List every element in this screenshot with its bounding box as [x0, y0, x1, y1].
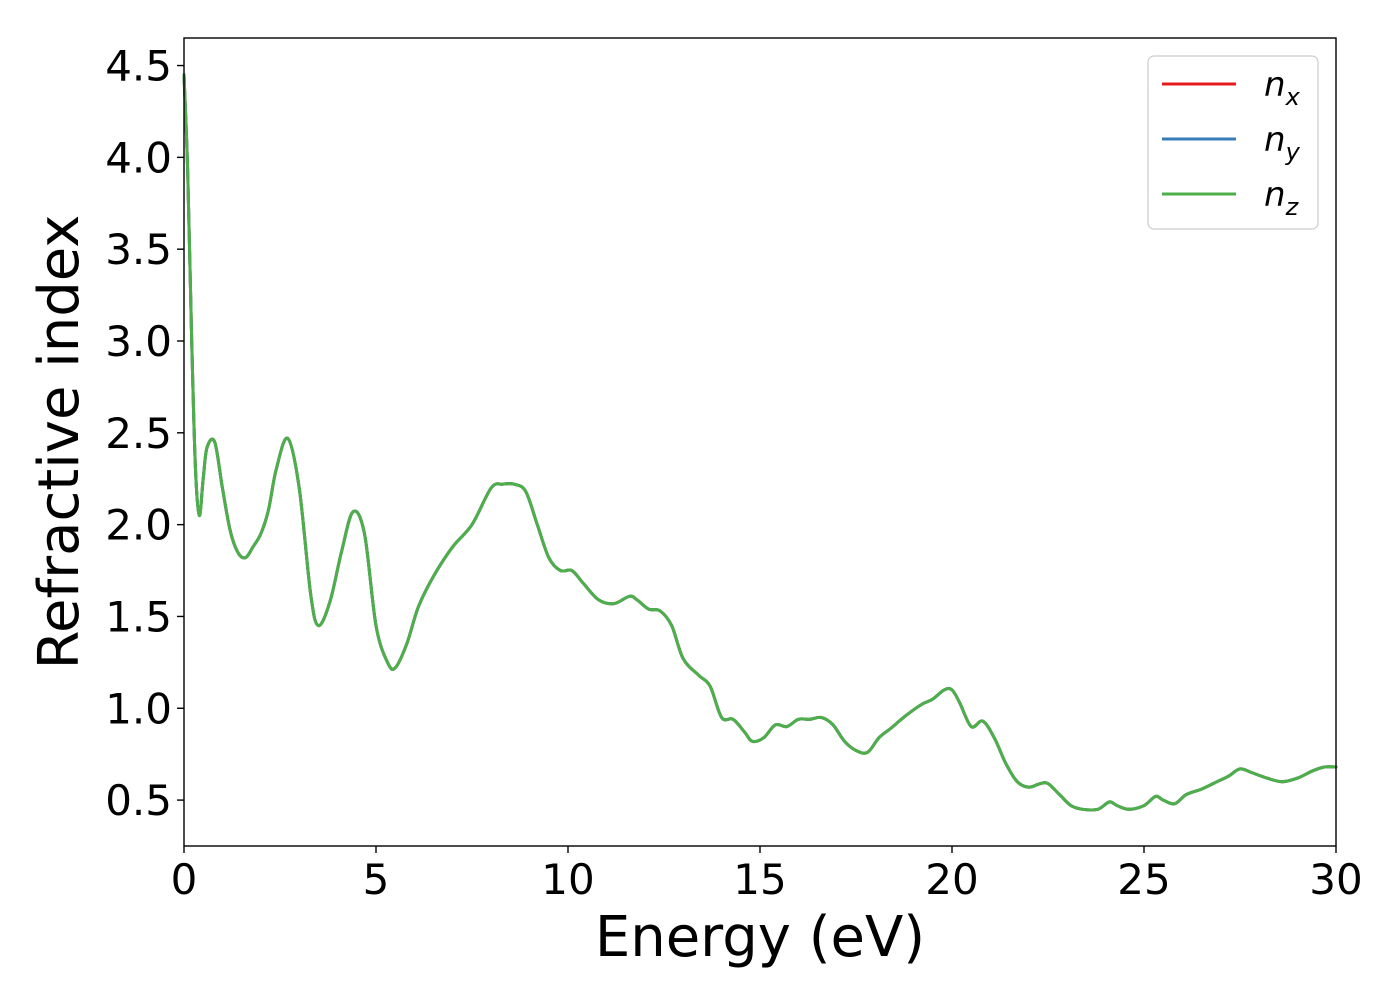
legend-box — [1147, 55, 1319, 230]
y-axis-ticks: 0.5 1.0 1.5 2.0 2.5 3.0 3.5 4.0 4.5 — [105, 42, 184, 825]
x-tick-label: 0 — [171, 855, 198, 904]
legend-label-n-y: ny — [1264, 120, 1301, 166]
legend-label-n-x: nx — [1264, 65, 1301, 111]
y-axis-title: Refractive index — [27, 215, 92, 670]
y-tick-label: 3.5 — [105, 225, 172, 274]
x-tick-label: 10 — [541, 855, 594, 904]
legend-label-n-z: nz — [1264, 175, 1300, 221]
y-tick-label: 1.5 — [105, 592, 172, 641]
x-axis-title: Energy (eV) — [595, 905, 925, 970]
series-line-n-z — [182, 73, 1338, 812]
series-layer — [182, 73, 1338, 812]
y-tick-label: 0.5 — [105, 776, 172, 825]
y-tick-label: 2.0 — [105, 501, 172, 550]
x-tick-label: 30 — [1309, 855, 1362, 904]
y-tick-label: 3.0 — [105, 317, 172, 366]
y-tick-label: 1.0 — [105, 684, 172, 733]
y-tick-label: 4.5 — [105, 42, 172, 91]
x-tick-label: 15 — [733, 855, 786, 904]
x-tick-label: 20 — [925, 855, 978, 904]
legend-items: nx ny nz — [1162, 65, 1301, 221]
x-tick-label: 5 — [363, 855, 390, 904]
legend: nx ny nz — [1147, 55, 1319, 230]
x-tick-label: 25 — [1117, 855, 1170, 904]
x-axis-ticks: 0 5 10 15 20 25 30 — [171, 846, 1363, 904]
y-tick-label: 2.5 — [105, 409, 172, 458]
y-tick-label: 4.0 — [105, 133, 172, 182]
